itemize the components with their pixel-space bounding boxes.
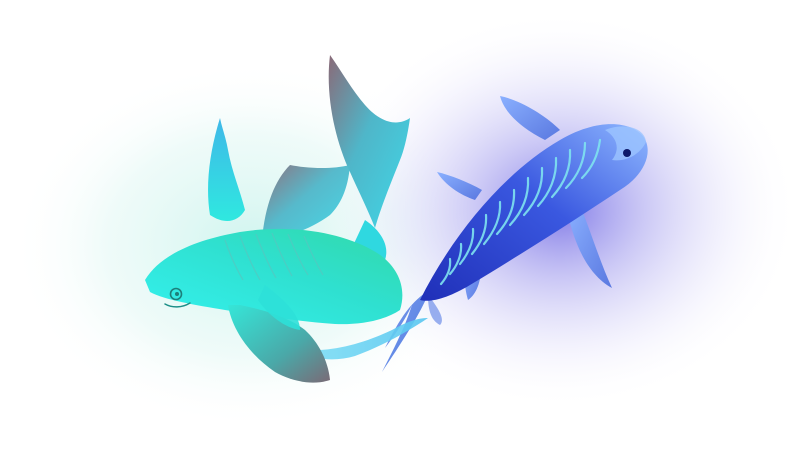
blue-koi-fish (382, 96, 648, 372)
flyfish-body (145, 228, 403, 325)
flyfish-middle-fin (262, 165, 350, 240)
flyfish-top-fin (328, 55, 410, 228)
flyfish-scales (224, 232, 324, 281)
flying-fish (145, 55, 428, 383)
koi-eye (623, 149, 631, 157)
flyfish-tail-streak (300, 318, 428, 360)
flyfish-upper-left-fin (208, 118, 245, 222)
flyfish-lower-fin (228, 305, 330, 383)
koi-stripes (439, 138, 602, 286)
koi-right-fin (568, 205, 612, 288)
flyfish-mouth (164, 302, 191, 308)
koi-dorsal-fin (500, 96, 560, 140)
flyfish-eye (169, 287, 183, 301)
koi-left-fin (437, 172, 482, 200)
